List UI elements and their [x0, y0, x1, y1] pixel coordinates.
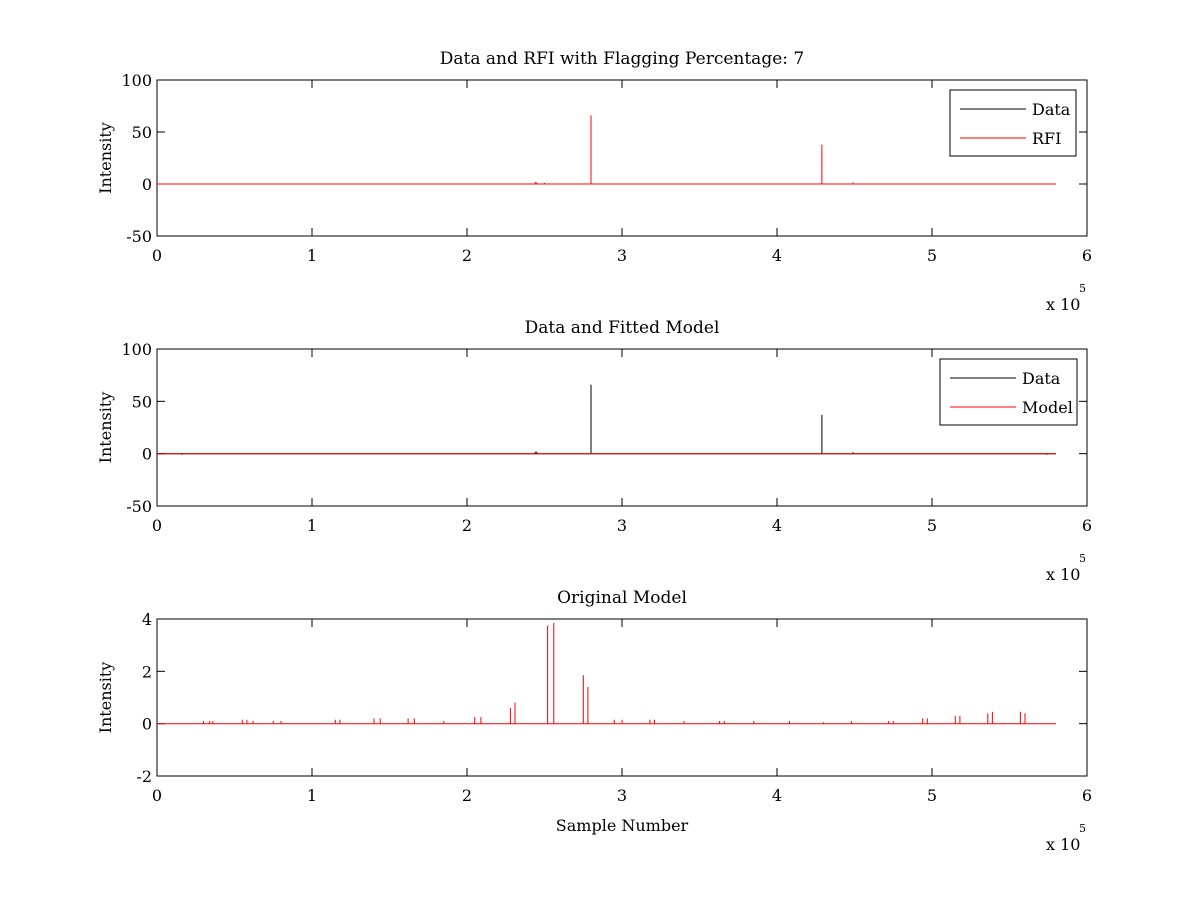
legend: Data RFI: [949, 89, 1077, 157]
y-tick-label: -2: [136, 767, 152, 786]
y-tick-label: 100: [121, 71, 152, 90]
x-exponent-label: x 10: [1046, 565, 1080, 584]
x-exponent-label: x 10: [1046, 835, 1080, 854]
y-axis-label: Intensity: [96, 122, 115, 194]
legend: Data Model: [939, 358, 1078, 426]
x-exponent-label: x 10: [1046, 295, 1080, 314]
legend-box: [949, 89, 1077, 157]
x-tick-label: 6: [1082, 516, 1092, 535]
x-exponent-power: 5: [1079, 282, 1086, 295]
series-line-model: [157, 622, 1056, 725]
y-tick-label: 4: [142, 610, 152, 629]
x-tick-label: 5: [927, 246, 937, 265]
chart-title: Original Model: [557, 588, 687, 608]
plot-frame: [156, 79, 1088, 237]
legend-label: RFI: [1032, 129, 1061, 148]
x-tick-label: 0: [152, 786, 162, 805]
chart-title: Data and Fitted Model: [525, 318, 720, 338]
y-tick-label: -50: [126, 497, 152, 516]
x-tick-label: 4: [772, 246, 782, 265]
y-tick-label: 0: [142, 175, 152, 194]
y-tick-label: 0: [142, 445, 152, 464]
legend-label: Model: [1022, 398, 1073, 417]
y-tick-label: -50: [126, 227, 152, 246]
x-tick-label: 4: [772, 786, 782, 805]
y-tick-label: 50: [132, 392, 152, 411]
y-tick-label: 50: [132, 123, 152, 142]
x-tick-label: 3: [617, 786, 627, 805]
x-tick-label: 3: [617, 246, 627, 265]
chart-title: Data and RFI with Flagging Percentage: 7: [440, 49, 804, 69]
x-tick-label: 6: [1082, 786, 1092, 805]
legend-box: [939, 358, 1078, 426]
y-axis-label: Intensity: [96, 392, 115, 464]
x-tick-label: 3: [617, 516, 627, 535]
x-exponent-power: 5: [1079, 822, 1086, 835]
plot-frame: [156, 618, 1088, 777]
x-tick-label: 2: [462, 516, 472, 535]
x-tick-label: 0: [152, 246, 162, 265]
y-axis-label: Intensity: [96, 662, 115, 734]
x-tick-label: 2: [462, 786, 472, 805]
x-exponent-power: 5: [1079, 552, 1086, 565]
x-tick-label: 4: [772, 516, 782, 535]
x-tick-label: 6: [1082, 246, 1092, 265]
legend-label: Data: [1022, 369, 1061, 388]
x-tick-label: 0: [152, 516, 162, 535]
x-tick-label: 5: [927, 516, 937, 535]
plot-frame: [156, 348, 1088, 507]
legend-label: Data: [1032, 100, 1071, 119]
x-tick-label: 1: [307, 786, 317, 805]
x-tick-label: 5: [927, 786, 937, 805]
series-line-rfi: [157, 115, 1056, 185]
x-tick-label: 1: [307, 246, 317, 265]
y-tick-label: 0: [142, 715, 152, 734]
y-tick-label: 100: [121, 340, 152, 359]
x-axis-label: Sample Number: [556, 816, 689, 835]
x-tick-label: 2: [462, 246, 472, 265]
y-tick-label: 2: [142, 662, 152, 681]
x-tick-label: 1: [307, 516, 317, 535]
